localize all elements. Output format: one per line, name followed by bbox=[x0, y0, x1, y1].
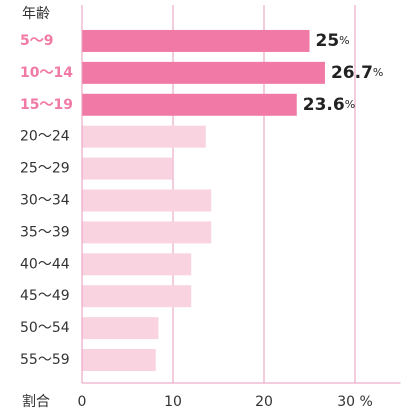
bar bbox=[82, 157, 173, 180]
value-label: 26.7% bbox=[331, 63, 383, 83]
x-tick-label: 20 bbox=[255, 394, 273, 410]
bar bbox=[82, 29, 310, 52]
y-tick-label: 50～54 bbox=[20, 320, 70, 336]
y-tick-label: 10～14 bbox=[20, 65, 73, 81]
bar bbox=[82, 189, 212, 212]
y-tick-label: 20～24 bbox=[20, 129, 70, 145]
y-tick-label: 30～34 bbox=[20, 193, 70, 209]
bar bbox=[82, 349, 156, 372]
y-tick-label: 35～39 bbox=[20, 224, 70, 240]
y-tick-label: 55～59 bbox=[20, 352, 70, 368]
y-tick-label: 15～19 bbox=[20, 97, 73, 113]
x-tick-label: 10 bbox=[164, 394, 182, 410]
y-tick-label: 45～49 bbox=[20, 288, 70, 304]
bar bbox=[82, 93, 297, 116]
bar bbox=[82, 285, 192, 308]
x-tick-label: 0 bbox=[78, 394, 87, 410]
y-axis-title: 年齢 bbox=[22, 6, 50, 22]
bar bbox=[82, 317, 159, 340]
y-tick-label: 25～29 bbox=[20, 161, 70, 177]
bar bbox=[82, 125, 206, 148]
bar bbox=[82, 253, 192, 276]
bar bbox=[82, 221, 212, 244]
y-tick-label: 40～44 bbox=[20, 256, 70, 272]
y-tick-label: 5～9 bbox=[20, 33, 53, 49]
value-label: 23.6% bbox=[303, 95, 355, 115]
x-axis-title: 割合 bbox=[22, 393, 50, 410]
bar bbox=[82, 61, 325, 84]
x-tick-label: 30 % bbox=[337, 394, 373, 410]
value-label: 25% bbox=[316, 31, 350, 51]
